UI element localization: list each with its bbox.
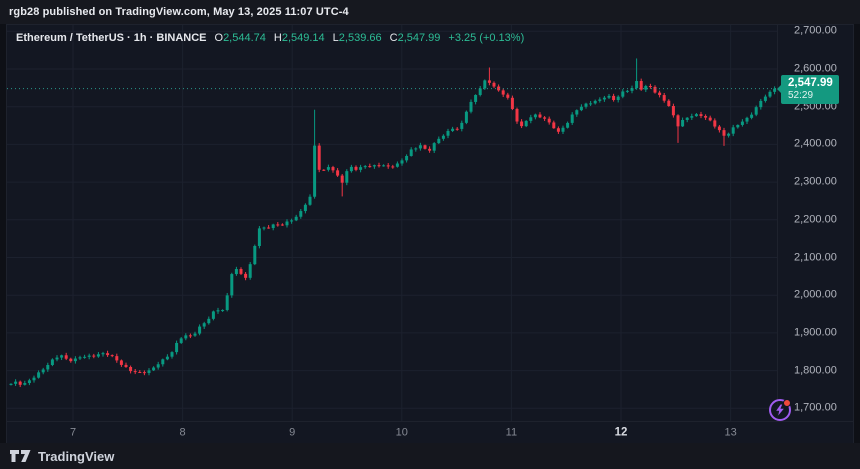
symbol-title[interactable]: Ethereum / TetherUS · 1h · BINANCE: [16, 32, 207, 44]
boost-button[interactable]: [769, 399, 791, 421]
candlestick-chart[interactable]: [7, 25, 777, 421]
symbol-legend[interactable]: Ethereum / TetherUS · 1h · BINANCE O2,54…: [16, 31, 524, 45]
bottom-strip: [0, 443, 860, 469]
tradingview-logo-icon: [10, 449, 31, 462]
published-bar-text: rgb28 published on TradingView.com, May …: [9, 6, 349, 18]
price-tick-label: 2,700.00: [794, 24, 837, 37]
tradingview-brand-label: TradingView: [38, 448, 115, 464]
legend-close: C2,547.99: [389, 32, 441, 44]
tradingview-brand-link[interactable]: TradingView: [10, 447, 114, 465]
price-tick-label: 2,100.00: [794, 251, 837, 263]
price-tick-label: 1,900.00: [794, 326, 837, 339]
time-tick-label: 12: [614, 426, 628, 439]
time-tick-label: 10: [395, 426, 408, 439]
chart-panel: Ethereum / TetherUS · 1h · BINANCE O2,54…: [6, 24, 854, 444]
price-tick-label: 2,200.00: [794, 213, 837, 226]
legend-high: H2,549.14: [273, 32, 325, 44]
price-tick-label: 2,600.00: [794, 62, 837, 75]
price-tick-label: 2,300.00: [794, 175, 837, 188]
legend-low: L2,539.66: [332, 32, 382, 44]
legend-change: +3.25 (+0.13%): [448, 32, 525, 44]
time-tick-label: 9: [289, 426, 296, 439]
last-price-badge: 2,547.99 52:29: [777, 74, 839, 104]
time-axis[interactable]: 7 8 9 10 11 12 13: [7, 421, 853, 444]
price-tick-label: 1,800.00: [794, 364, 837, 377]
price-axis[interactable]: 2,700.00 2,600.00 2,500.00 2,400.00 2,300.00…: [777, 25, 854, 421]
last-price-value: 2,547.99: [788, 76, 833, 89]
notification-dot-icon: [783, 399, 791, 407]
time-tick-label: 8: [179, 426, 186, 439]
legend-open: O2,544.74: [214, 32, 266, 44]
time-tick-label: 7: [69, 426, 77, 439]
price-tick-label: 2,000.00: [794, 288, 837, 301]
bar-countdown: 52:29: [788, 89, 814, 101]
time-tick-label: 11: [505, 426, 518, 439]
time-tick-label: 13: [724, 426, 737, 439]
lightning-boost-icon: [776, 404, 784, 416]
price-tick-label: 2,500.00: [794, 100, 837, 113]
price-tick-label: 1,700.00: [794, 401, 837, 414]
price-tick-label: 2,400.00: [794, 137, 837, 150]
published-bar: rgb28 published on TradingView.com, May …: [0, 0, 860, 24]
